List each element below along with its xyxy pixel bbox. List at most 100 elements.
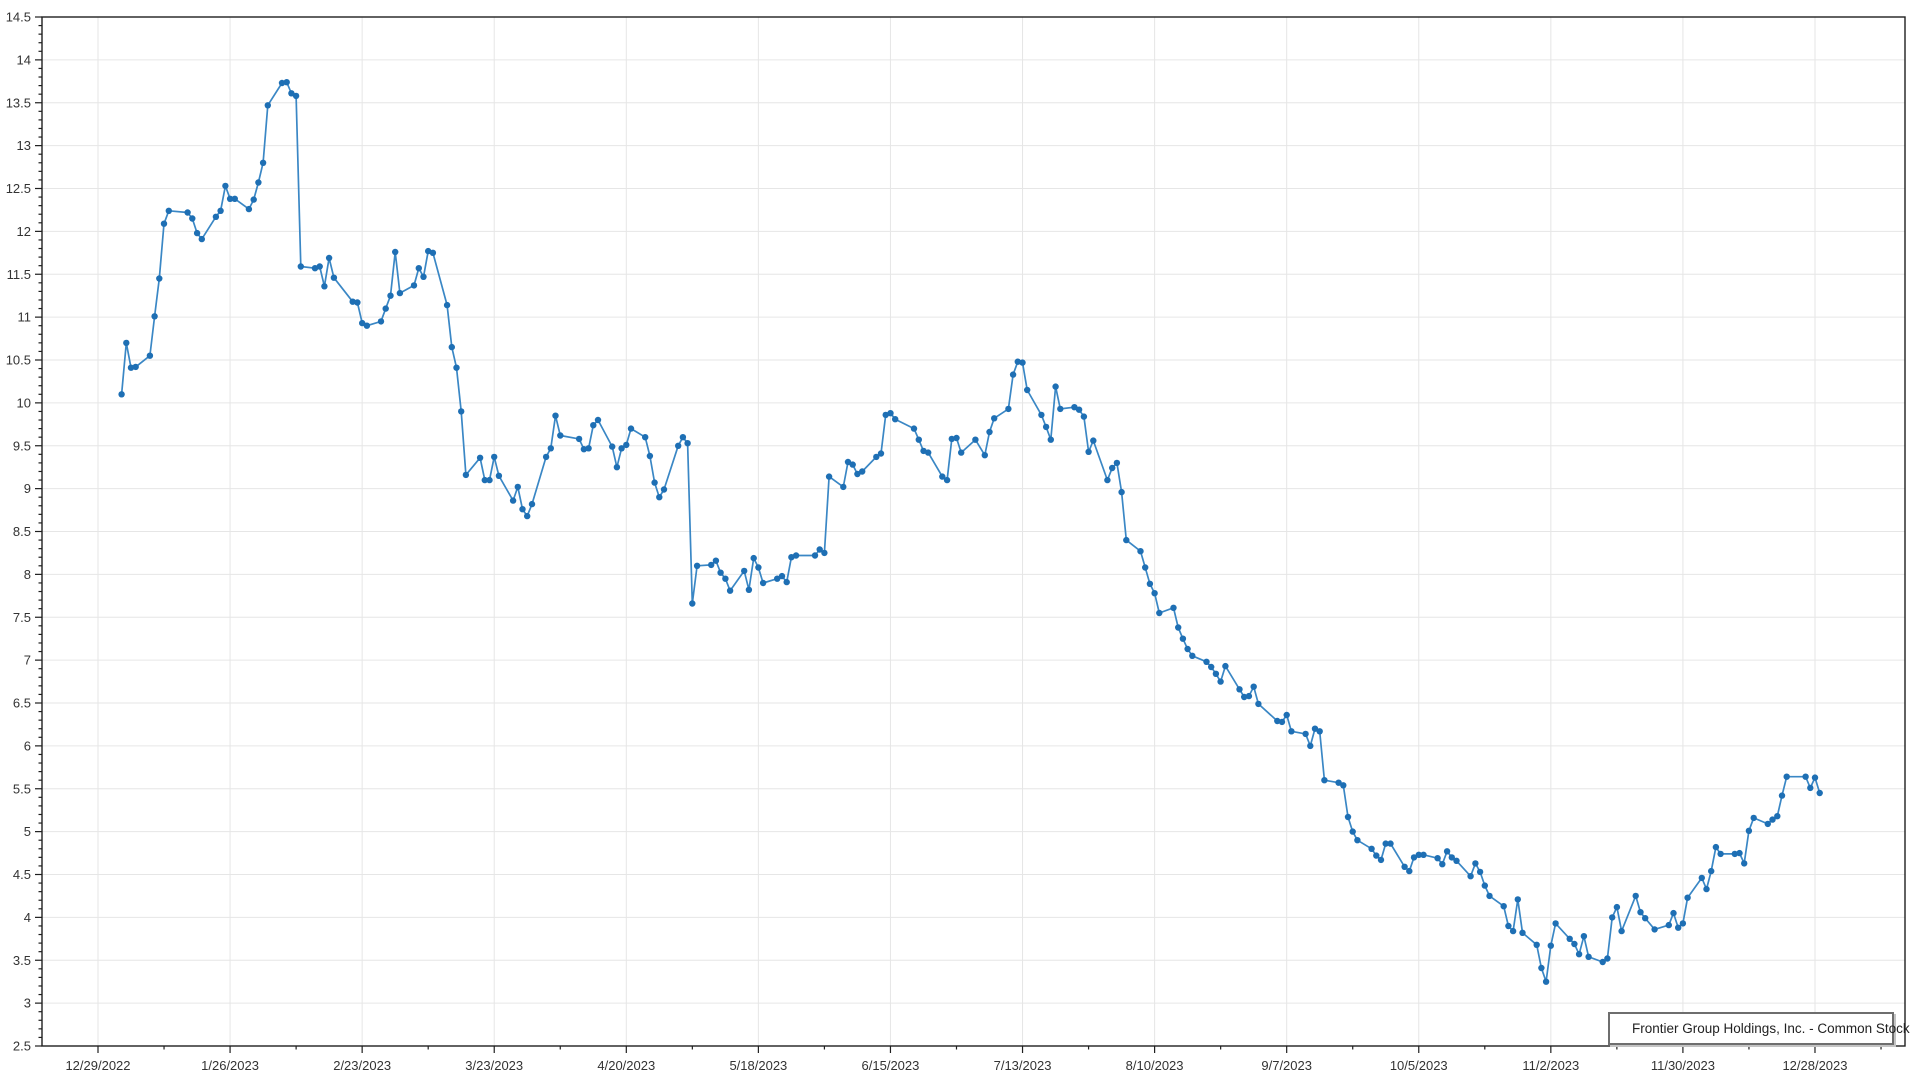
price-point: [1684, 894, 1691, 901]
price-point: [623, 441, 630, 449]
y-tick-label: 5.5: [13, 781, 31, 796]
price-point: [1542, 978, 1550, 985]
price-point: [892, 416, 899, 423]
price-point: [1142, 564, 1149, 571]
price-point: [684, 440, 691, 447]
price-point: [377, 318, 385, 325]
price-point: [1604, 955, 1611, 962]
y-tick-label: 9: [24, 481, 31, 496]
price-line: [120, 81, 1821, 983]
price-point: [557, 432, 564, 439]
price-point: [825, 473, 833, 480]
y-tick-label: 14.5: [6, 10, 31, 25]
y-tick-label: 7.5: [13, 610, 31, 625]
y-tick-label: 5: [24, 824, 31, 839]
y-tick-label: 7: [24, 653, 31, 668]
x-tick-label: 7/13/2023: [994, 1058, 1052, 1073]
price-point: [1443, 848, 1451, 855]
price-point: [887, 410, 894, 417]
price-point: [1769, 816, 1776, 823]
price-point: [1764, 820, 1772, 828]
price-point: [651, 479, 658, 486]
price-point: [382, 305, 389, 312]
price-point: [844, 458, 852, 466]
legend[interactable]: Frontier Group Holdings, Inc. - Common S…: [1608, 1012, 1910, 1045]
price-point: [1665, 921, 1673, 929]
price-point: [292, 92, 300, 100]
price-point: [722, 575, 729, 582]
price-point: [321, 283, 328, 290]
price-point: [741, 567, 748, 575]
y-tick-label: 13: [17, 138, 31, 153]
price-point: [349, 298, 356, 305]
price-point: [1736, 849, 1743, 857]
price-point: [160, 220, 168, 227]
x-tick-label: 12/29/2022: [65, 1058, 130, 1073]
price-point: [1349, 828, 1356, 835]
price-point: [222, 182, 229, 190]
price-point: [1679, 920, 1687, 927]
price-point: [1023, 386, 1031, 394]
price-point: [1632, 892, 1639, 900]
x-tick-label: 10/5/2023: [1390, 1058, 1448, 1073]
price-point: [519, 506, 526, 513]
price-point: [1811, 774, 1819, 781]
price-line-series: [118, 79, 1823, 985]
price-point: [618, 445, 625, 452]
price-point: [132, 363, 139, 371]
y-tick-label: 12.5: [6, 181, 31, 196]
price-point: [1807, 784, 1814, 792]
price-point: [1075, 406, 1083, 413]
price-point: [1698, 874, 1706, 882]
price-point: [1509, 927, 1517, 935]
x-tick-label: 11/30/2023: [1651, 1058, 1715, 1073]
price-point: [453, 364, 460, 371]
price-point: [1156, 609, 1163, 617]
price-point: [750, 554, 757, 562]
price-point: [278, 79, 286, 87]
price-point: [792, 552, 800, 559]
price-point: [1113, 459, 1121, 467]
price-point: [1552, 920, 1559, 927]
price-point: [859, 468, 866, 475]
y-tick-label: 6.5: [13, 696, 31, 711]
price-point: [778, 572, 786, 580]
price-point: [1514, 896, 1522, 903]
price-point: [1745, 827, 1753, 834]
price-point: [1283, 711, 1290, 719]
price-point: [1575, 951, 1583, 958]
y-tick-label: 8: [24, 567, 31, 582]
price-point: [660, 486, 668, 493]
price-point: [1184, 645, 1191, 653]
axis-ticks: [35, 16, 1882, 1053]
price-point: [1302, 730, 1309, 738]
price-point: [1090, 437, 1097, 444]
price-point: [1042, 423, 1050, 431]
price-point: [1019, 359, 1026, 366]
price-point: [245, 205, 253, 213]
x-axis-labels: 12/29/2022 1/26/2023 2/23/2023 3/23/2023 4/2…: [65, 1058, 1847, 1073]
price-point: [759, 579, 767, 587]
price-point: [524, 512, 531, 520]
price-point: [609, 443, 616, 450]
x-tick-label: 3/23/2023: [465, 1058, 523, 1073]
price-point: [958, 449, 965, 456]
price-point: [528, 500, 536, 508]
price-point: [1712, 843, 1720, 851]
price-point: [882, 411, 889, 419]
price-point: [854, 470, 861, 478]
price-point: [1038, 411, 1045, 419]
price-point: [552, 412, 559, 419]
price-point: [1566, 935, 1573, 942]
price-point: [1675, 924, 1682, 931]
price-point: [693, 562, 701, 569]
price-point: [1585, 953, 1592, 960]
price-point: [392, 248, 399, 256]
price-point: [420, 273, 427, 280]
y-tick-label: 13.5: [6, 95, 31, 110]
price-point: [1486, 892, 1493, 900]
price-point: [212, 213, 220, 220]
price-point: [1208, 663, 1215, 671]
x-tick-label: 11/2/2023: [1522, 1058, 1579, 1073]
